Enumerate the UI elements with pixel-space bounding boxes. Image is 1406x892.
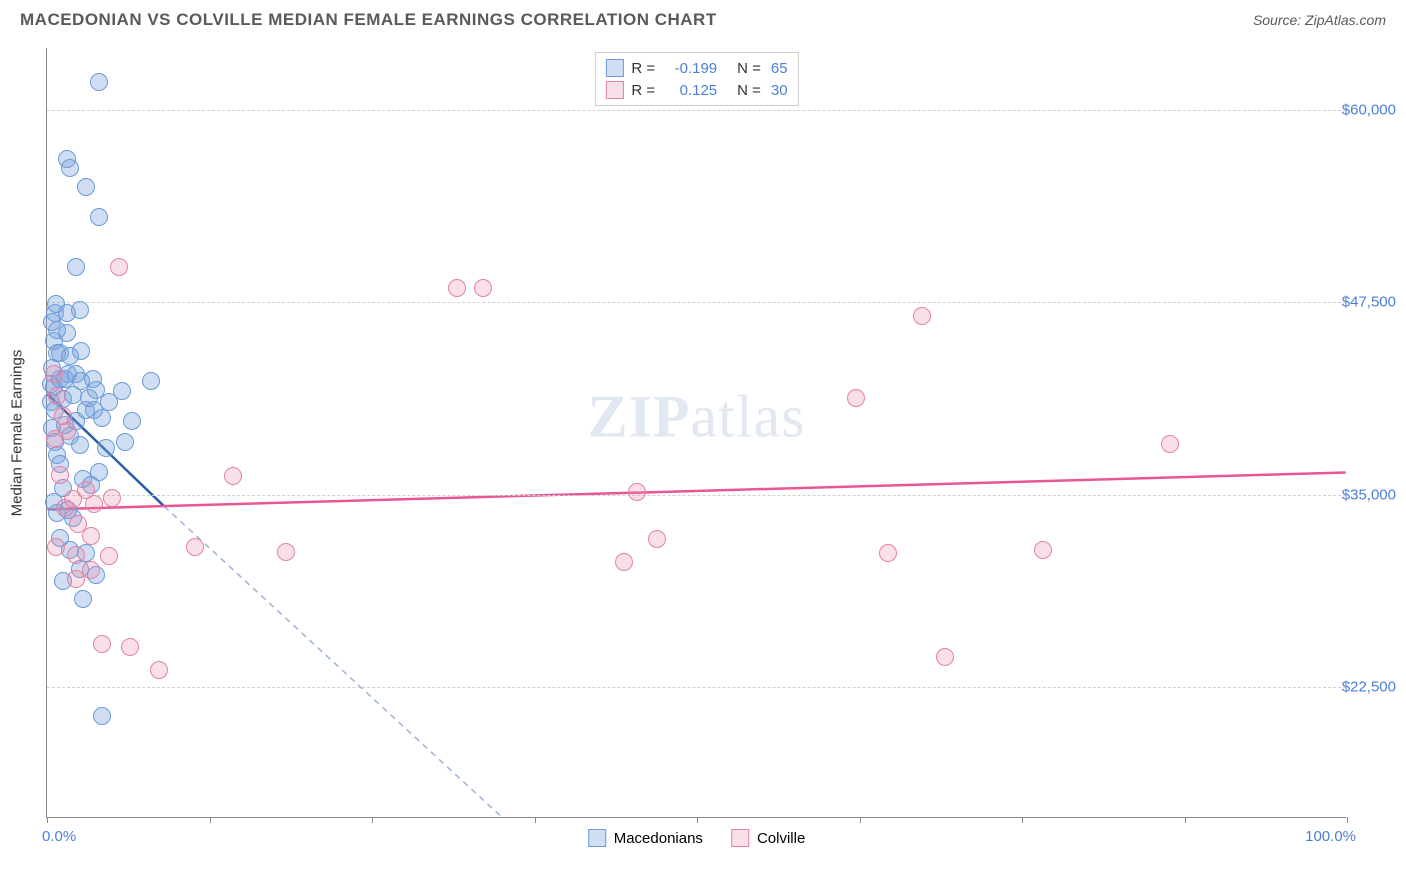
data-point [186, 538, 204, 556]
x-tick [535, 817, 536, 823]
x-tick [1185, 817, 1186, 823]
gridline [47, 687, 1346, 688]
data-point [913, 307, 931, 325]
data-point [85, 495, 103, 513]
y-axis-label: Median Female Earnings [9, 349, 26, 516]
data-point [100, 547, 118, 565]
data-point [93, 707, 111, 725]
data-point [1034, 541, 1052, 559]
y-tick-label: $35,000 [1326, 486, 1396, 503]
n-label: N = [737, 60, 761, 77]
gridline [47, 302, 1346, 303]
data-point [150, 661, 168, 679]
data-point [72, 342, 90, 360]
legend-row: R = -0.199 N = 65 [605, 57, 787, 79]
data-point [116, 433, 134, 451]
data-point [67, 258, 85, 276]
data-point [847, 389, 865, 407]
data-point [224, 467, 242, 485]
scatter-chart: Median Female Earnings ZIPatlas 0.0% 100… [46, 48, 1346, 818]
r-label: R = [631, 82, 655, 99]
x-tick [860, 817, 861, 823]
n-value: 65 [771, 60, 788, 77]
data-point [110, 258, 128, 276]
data-point [879, 544, 897, 562]
legend-swatch [588, 829, 606, 847]
x-tick [47, 817, 48, 823]
data-point [113, 382, 131, 400]
data-point [74, 590, 92, 608]
data-point [45, 365, 63, 383]
data-point [1161, 435, 1179, 453]
legend-series-label: Colville [757, 830, 805, 847]
data-point [51, 466, 69, 484]
data-point [90, 208, 108, 226]
source-label: Source: ZipAtlas.com [1253, 12, 1386, 28]
y-tick-label: $22,500 [1326, 679, 1396, 696]
data-point [61, 159, 79, 177]
x-tick [1347, 817, 1348, 823]
watermark: ZIPatlas [588, 383, 806, 452]
x-axis-min-label: 0.0% [42, 828, 76, 845]
data-point [48, 387, 66, 405]
data-point [142, 372, 160, 390]
gridline [47, 110, 1346, 111]
x-tick [697, 817, 698, 823]
y-tick-label: $47,500 [1326, 294, 1396, 311]
n-label: N = [737, 82, 761, 99]
r-value: -0.199 [665, 60, 717, 77]
x-axis-max-label: 100.0% [1305, 828, 1356, 845]
legend-swatch [731, 829, 749, 847]
gridline [47, 495, 1346, 496]
data-point [123, 412, 141, 430]
data-point [277, 543, 295, 561]
x-tick [372, 817, 373, 823]
data-point [121, 638, 139, 656]
chart-header: MACEDONIAN VS COLVILLE MEDIAN FEMALE EAR… [0, 0, 1406, 38]
legend-row: R = 0.125 N = 30 [605, 79, 787, 101]
series-legend: Macedonians Colville [588, 829, 806, 847]
correlation-legend: R = -0.199 N = 65 R = 0.125 N = 30 [594, 52, 798, 106]
data-point [71, 436, 89, 454]
legend-swatch [605, 81, 623, 99]
x-tick [1022, 817, 1023, 823]
x-tick [210, 817, 211, 823]
data-point [93, 409, 111, 427]
r-value: 0.125 [665, 82, 717, 99]
data-point [936, 648, 954, 666]
data-point [71, 301, 89, 319]
trend-lines [47, 48, 1346, 817]
chart-title: MACEDONIAN VS COLVILLE MEDIAN FEMALE EAR… [20, 10, 717, 30]
data-point [82, 527, 100, 545]
legend-swatch [605, 59, 623, 77]
legend-series-item: Colville [731, 829, 805, 847]
n-value: 30 [771, 82, 788, 99]
data-point [474, 279, 492, 297]
data-point [93, 635, 111, 653]
legend-series-item: Macedonians [588, 829, 703, 847]
data-point [90, 73, 108, 91]
data-point [47, 538, 65, 556]
data-point [77, 178, 95, 196]
data-point [615, 553, 633, 571]
data-point [58, 324, 76, 342]
data-point [103, 489, 121, 507]
legend-series-label: Macedonians [614, 830, 703, 847]
data-point [448, 279, 466, 297]
data-point [82, 561, 100, 579]
data-point [67, 546, 85, 564]
y-tick-label: $60,000 [1326, 101, 1396, 118]
data-point [648, 530, 666, 548]
data-point [58, 422, 76, 440]
data-point [628, 483, 646, 501]
data-point [97, 439, 115, 457]
r-label: R = [631, 60, 655, 77]
